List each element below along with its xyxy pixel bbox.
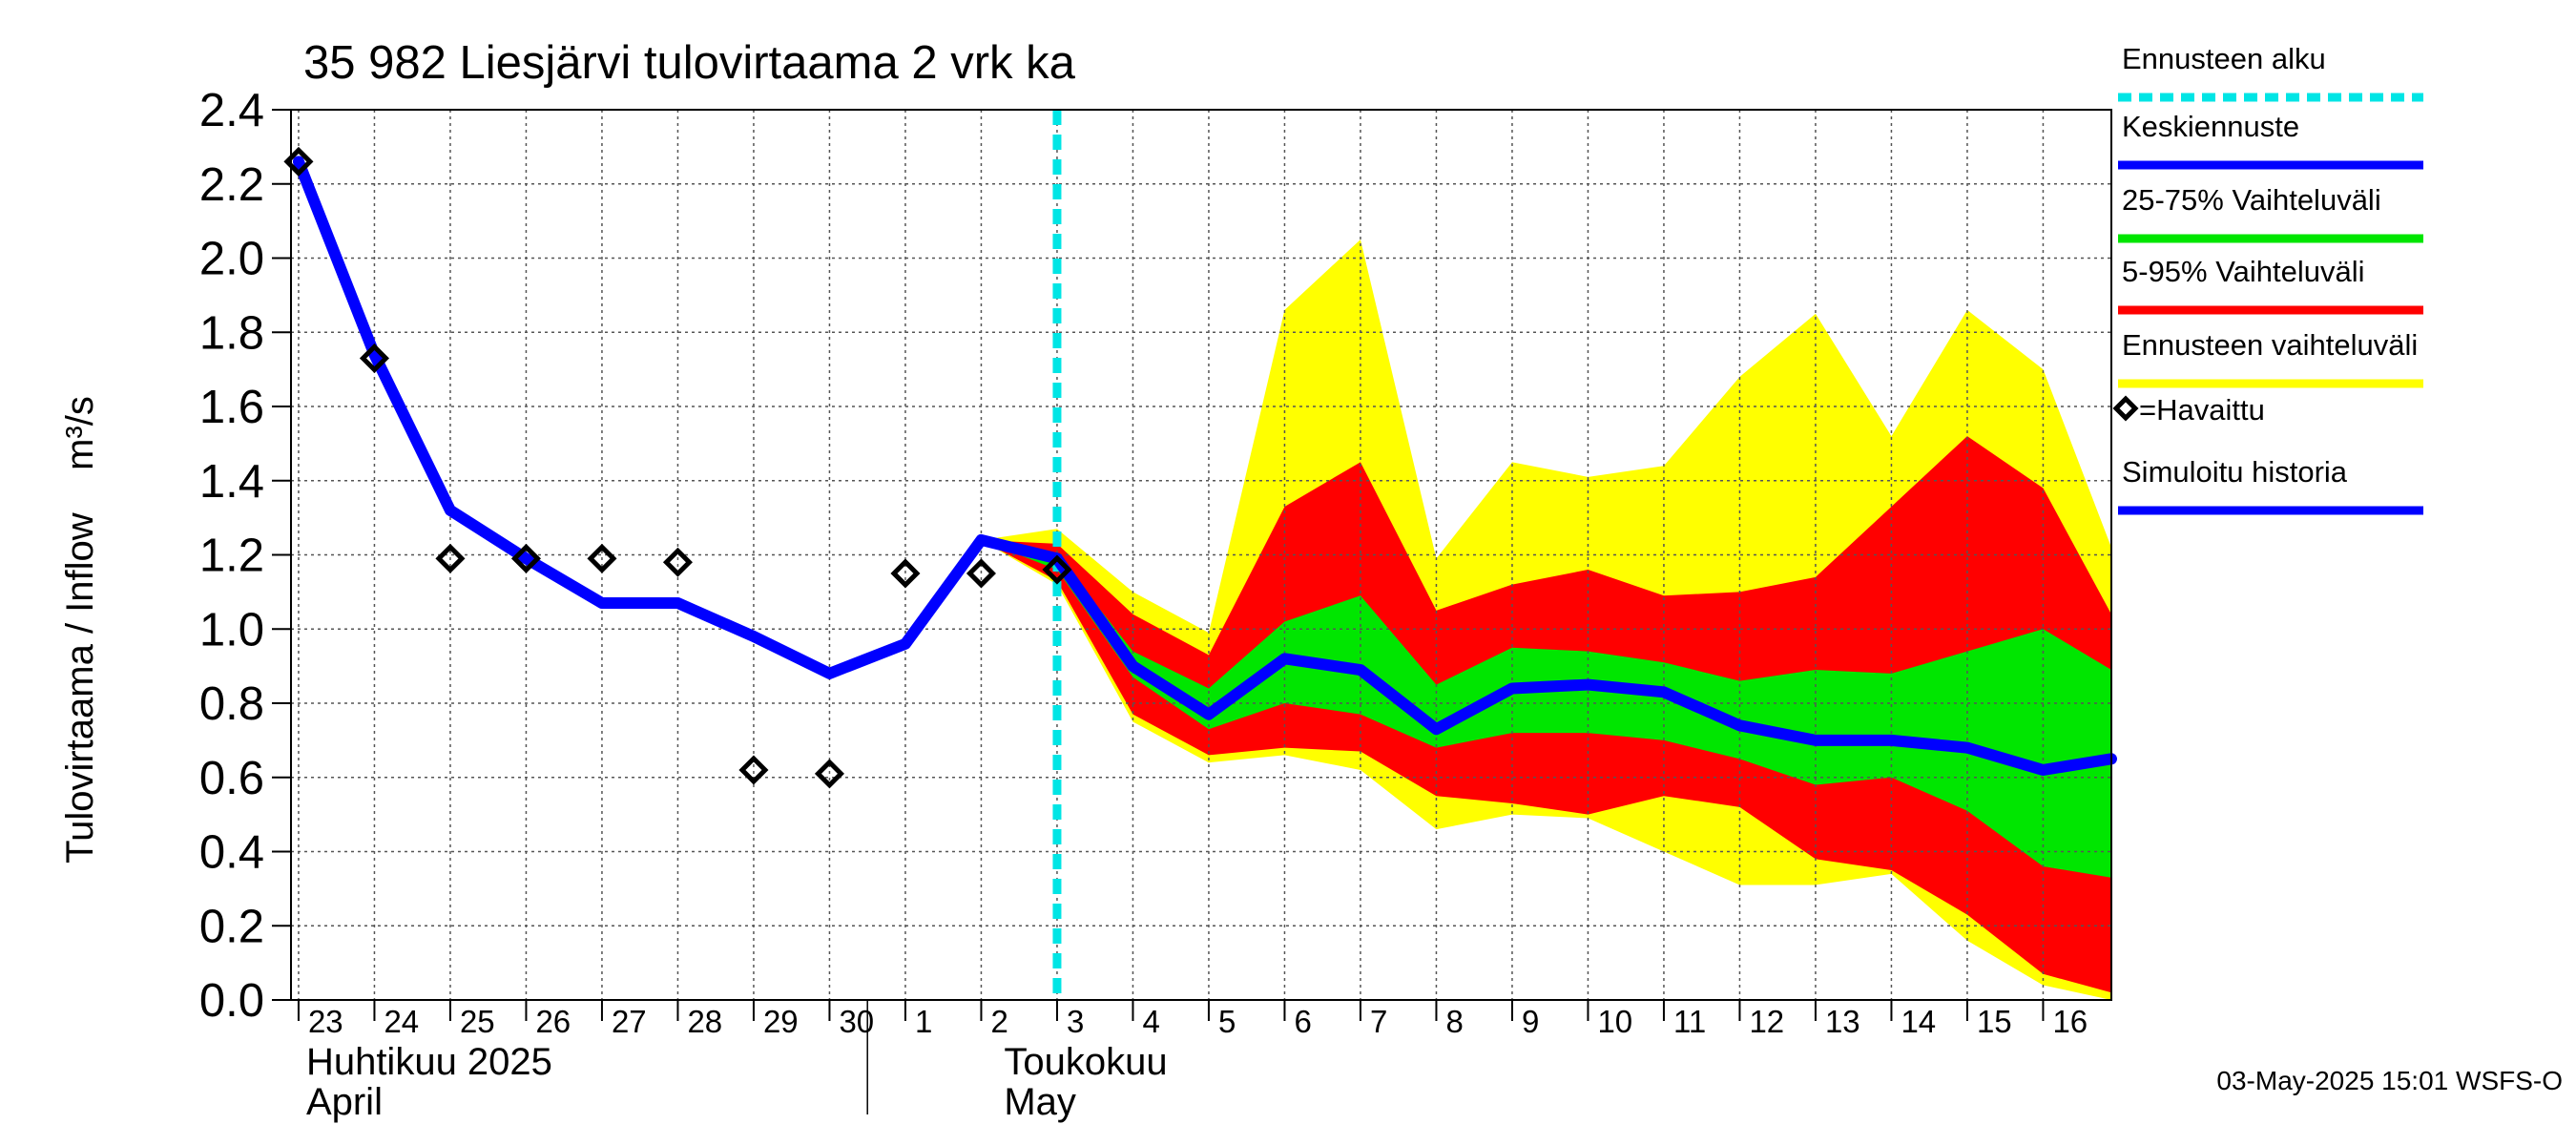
month-label-0: Huhtikuu 2025 — [306, 1041, 552, 1083]
y-tick-label-11: 2.2 — [199, 159, 264, 211]
footer-timestamp: 03-May-2025 15:01 WSFS-O — [2216, 1066, 2563, 1095]
x-tick-label-5: 28 — [687, 1004, 722, 1039]
x-tick-label-7: 30 — [839, 1004, 874, 1039]
legend-label-4: Ennusteen vaihteluväli — [2122, 328, 2418, 362]
observed-point-8 — [890, 558, 921, 589]
y-tick-label-3: 0.6 — [199, 753, 264, 804]
y-tick-label-8: 1.6 — [199, 382, 264, 433]
y-tick-label-12: 2.4 — [199, 85, 264, 136]
line-keskiennuste — [1050, 552, 2117, 776]
x-tick-label-1: 24 — [384, 1004, 419, 1039]
y-tick-label-9: 1.8 — [199, 307, 264, 359]
x-tick-label-3: 26 — [535, 1004, 571, 1039]
x-tick-label-18: 11 — [1673, 1004, 1706, 1039]
x-tick-label-21: 14 — [1901, 1004, 1936, 1039]
x-tick-label-9: 2 — [990, 1004, 1008, 1039]
month-sublabel-1: May — [1004, 1081, 1076, 1123]
x-tick-label-20: 13 — [1825, 1004, 1860, 1039]
x-tick-label-2: 25 — [460, 1004, 495, 1039]
x-tick-label-13: 6 — [1294, 1004, 1311, 1039]
forecast-bands — [981, 239, 2111, 1000]
line-simuloitu-historia — [292, 156, 1063, 679]
y-tick-labels: 0.0 0.2 0.4 0.6 0.8 1.0 1.2 1.4 1.6 1.8 2.0 2.2 2.4 — [199, 85, 264, 1027]
x-tick-label-11: 4 — [1142, 1004, 1159, 1039]
y-tick-label-0: 0.0 — [199, 975, 264, 1027]
observed-point-9 — [966, 558, 996, 589]
x-tick-label-23: 16 — [2052, 1004, 2088, 1039]
y-tick-label-7: 1.4 — [199, 456, 264, 508]
legend-label-1: Keskiennuste — [2122, 110, 2299, 143]
month-label-1: Toukokuu — [1004, 1041, 1167, 1083]
x-tick-label-8: 1 — [915, 1004, 932, 1039]
x-tick-label-17: 10 — [1597, 1004, 1632, 1039]
y-tick-label-10: 2.0 — [199, 234, 264, 285]
month-sublabel-0: April — [306, 1081, 383, 1123]
x-tick-label-16: 9 — [1522, 1004, 1539, 1039]
series-lines — [292, 110, 2117, 1000]
y-tick-label-2: 0.4 — [199, 827, 264, 879]
x-tick-label-14: 7 — [1370, 1004, 1387, 1039]
observed-point-5 — [662, 547, 693, 577]
observed-point-4 — [587, 543, 617, 573]
observed-point-6 — [738, 755, 769, 785]
x-tick-label-6: 29 — [763, 1004, 799, 1039]
x-tick-label-12: 5 — [1218, 1004, 1236, 1039]
legend-label-3: 5-95% Vaihteluväli — [2122, 255, 2364, 288]
x-tick-label-4: 27 — [612, 1004, 647, 1039]
y-axis-label: Tulovirtaama / Inflow m³/s — [59, 396, 101, 864]
legend-label-5: =Havaittu — [2139, 393, 2265, 427]
y-tick-label-4: 0.8 — [199, 678, 264, 730]
observed-point-7 — [814, 759, 844, 789]
y-tick-label-1: 0.2 — [199, 901, 264, 952]
observed-point-3 — [510, 543, 541, 573]
axes — [272, 109, 2112, 1114]
y-tick-label-5: 1.0 — [199, 604, 264, 656]
x-tick-label-0: 23 — [308, 1004, 343, 1039]
observed-point-10 — [1042, 554, 1072, 585]
observed-point-2 — [435, 543, 466, 573]
x-tick-label-10: 3 — [1067, 1004, 1084, 1039]
chart-title: 35 982 Liesjärvi tulovirtaama 2 vrk ka — [303, 37, 1076, 89]
legend-label-0: Ennusteen alku — [2122, 42, 2326, 75]
legend-label-2: 25-75% Vaihteluväli — [2122, 183, 2381, 217]
observed-point-1 — [359, 343, 389, 373]
y-tick-label-6: 1.2 — [199, 531, 264, 582]
legend-label-6: Simuloitu historia — [2122, 455, 2348, 489]
legend: Ennusteen alku Keskiennuste 25-75% Vaihtel… — [2112, 42, 2423, 515]
grid-lines — [291, 109, 2111, 1001]
x-tick-label-19: 12 — [1749, 1004, 1784, 1039]
x-tick-labels: 23 24 25 26 27 28 29 30 1 2 3 4 5 6 7 8 9 10 11 12 13 14 15 16 — [308, 1004, 2088, 1039]
legend-swatch-5 — [2112, 395, 2139, 422]
band-25-75-vaihteluv-li — [981, 539, 2111, 878]
x-tick-label-15: 8 — [1445, 1004, 1463, 1039]
x-tick-label-22: 15 — [1977, 1004, 2012, 1039]
